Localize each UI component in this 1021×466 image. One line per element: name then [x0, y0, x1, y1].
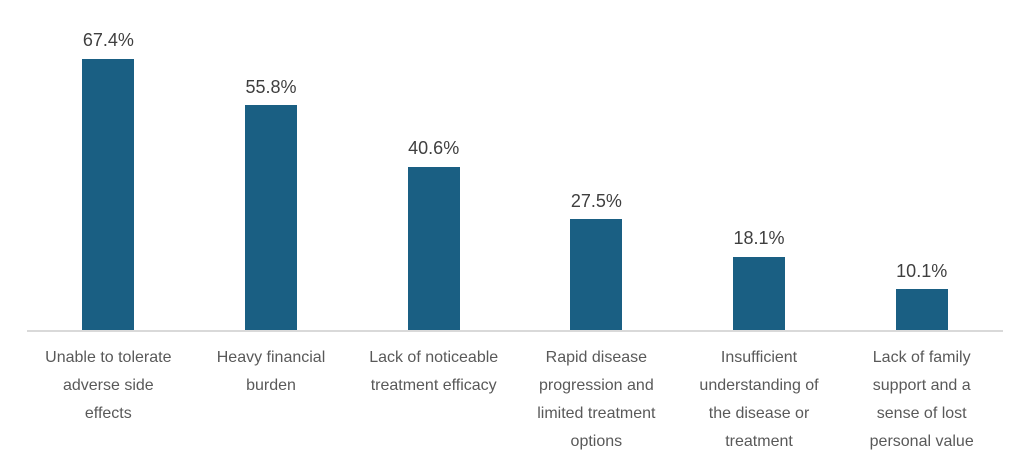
data-label: 40.6% [408, 137, 460, 158]
data-label: 55.8% [245, 76, 297, 97]
bar [570, 219, 623, 330]
bar [82, 58, 135, 330]
data-label: 10.1% [896, 260, 948, 281]
category-label: Heavy financial burden [216, 349, 326, 394]
category-label: Lack of family support and a sense of lo… [869, 349, 974, 450]
bar [407, 166, 460, 330]
category-label: Rapid disease progression and limited tr… [537, 349, 656, 450]
bar [733, 257, 786, 330]
data-label: 18.1% [733, 228, 785, 249]
category-label: Insufficient understanding of the diseas… [699, 349, 819, 450]
category-label: Lack of noticeable treatment efficacy [369, 349, 499, 394]
bar-column: 55.8% [190, 8, 353, 330]
data-label: 27.5% [570, 190, 622, 211]
category-axis: Unable to tolerate adverse side effects … [27, 344, 1003, 456]
bar-column: 10.1% [840, 8, 1003, 330]
plot-area: 67.4% 55.8% 40.6% 27.5% 18.1% 10.1% [27, 8, 1003, 332]
bar-column: 67.4% [27, 8, 190, 330]
data-label: 67.4% [82, 29, 134, 50]
bar-column: 18.1% [678, 8, 841, 330]
bar-column: 40.6% [352, 8, 515, 330]
bar [895, 289, 948, 330]
bar [245, 105, 297, 330]
category-label: Unable to tolerate adverse side effects [45, 349, 172, 422]
bar-column: 27.5% [515, 8, 678, 330]
